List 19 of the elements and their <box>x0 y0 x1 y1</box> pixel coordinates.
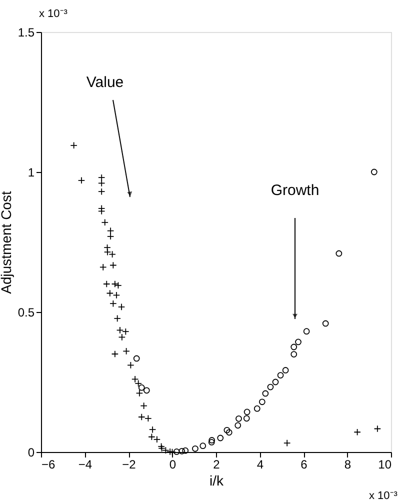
x-tick-label: −6 <box>42 458 56 472</box>
x-axis-title: i/k <box>210 472 224 488</box>
y-tick-label: 0.5 <box>18 306 35 320</box>
x-tick-label: 10 <box>378 458 392 472</box>
x-tick-label: 0 <box>169 458 176 472</box>
text: x 10⁻³ <box>39 8 68 20</box>
y-tick-label: 1 <box>28 166 35 180</box>
x-tick-label: 4 <box>256 458 264 472</box>
y-tick-label: 0 <box>28 446 35 460</box>
annotation: Value <box>86 74 124 91</box>
y-axis-title: Adjustment Cost <box>0 191 14 294</box>
annotation: Growth <box>270 182 320 199</box>
text: x 10⁻³ <box>369 490 398 500</box>
y-tick-label: 1.5 <box>18 26 35 40</box>
x-tick-label: 2 <box>213 458 220 472</box>
x-tick-label: 6 <box>300 458 308 472</box>
x-tick-label: 8 <box>344 458 352 472</box>
x-tick-label: −4 <box>78 458 92 472</box>
x-tick-label: −2 <box>122 458 136 472</box>
